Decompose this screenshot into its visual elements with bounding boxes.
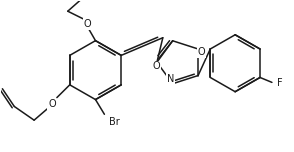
Text: O: O <box>84 19 91 29</box>
Text: Br: Br <box>109 117 120 127</box>
Text: F: F <box>277 78 283 88</box>
Text: N: N <box>167 74 174 84</box>
Text: O: O <box>197 47 205 57</box>
Text: O: O <box>153 61 161 71</box>
Text: O: O <box>48 99 56 109</box>
